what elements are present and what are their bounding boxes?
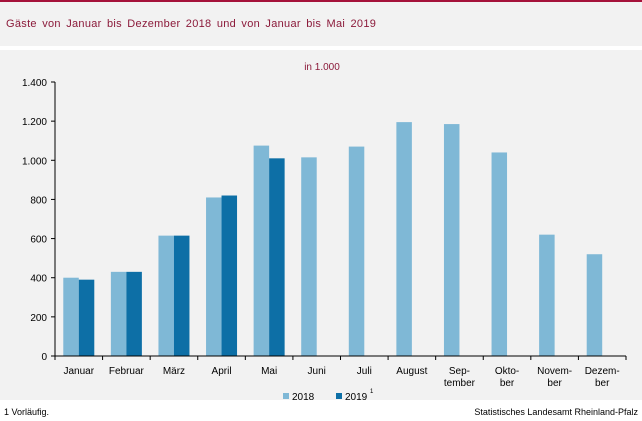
bar-2019 bbox=[269, 158, 285, 356]
bar-2019 bbox=[78, 279, 95, 356]
y-axis: 0 200 400 600 800 1.000 1.200 1.400 bbox=[22, 78, 56, 363]
y-tick-label: 600 bbox=[30, 235, 47, 246]
x-tick-label: Februar bbox=[109, 366, 145, 377]
legend: 2018 2019 1 bbox=[283, 389, 374, 403]
bar-2019 bbox=[221, 195, 238, 356]
x-tick-label: Novem- bbox=[537, 366, 572, 377]
y-tick-label: 1.200 bbox=[22, 117, 47, 128]
x-tick-label: März bbox=[163, 366, 185, 377]
y-tick-label: 200 bbox=[30, 313, 47, 324]
x-tick-label: Januar bbox=[64, 366, 95, 377]
bar-2018 bbox=[539, 234, 555, 356]
y-tick-label: 800 bbox=[30, 195, 47, 206]
x-tick-label: Juni bbox=[308, 366, 326, 377]
bar-2018 bbox=[63, 277, 79, 356]
source-credit: Statistisches Landesamt Rheinland-Pfalz bbox=[474, 407, 638, 417]
y-tick-label: 1.400 bbox=[22, 78, 47, 89]
legend-swatch bbox=[336, 393, 342, 399]
bar-2018 bbox=[348, 146, 365, 356]
bar-2018 bbox=[206, 197, 222, 356]
legend-footnote-mark: 1 bbox=[370, 389, 374, 395]
x-tick-label: April bbox=[212, 366, 232, 377]
chart-subtitle: in 1.000 bbox=[304, 62, 340, 73]
x-tick-label: Okto- bbox=[495, 366, 519, 377]
bar-2018 bbox=[491, 152, 508, 356]
bar-2018 bbox=[110, 271, 127, 356]
bar-2018 bbox=[396, 122, 412, 356]
legend-label: 2019 bbox=[345, 392, 368, 403]
bar-2018 bbox=[301, 157, 317, 356]
x-tick-label: August bbox=[396, 366, 427, 377]
bar-2018 bbox=[253, 145, 270, 356]
footnote: 1 Vorläufig. bbox=[4, 407, 50, 417]
y-tick-label: 400 bbox=[30, 274, 47, 285]
top-accent-rule bbox=[0, 0, 642, 2]
x-tick-label: Sep- bbox=[449, 366, 470, 377]
chart-panel bbox=[0, 50, 642, 400]
x-tick-label: ber bbox=[595, 378, 610, 389]
legend-label: 2018 bbox=[292, 392, 315, 403]
x-tick-label: ber bbox=[547, 378, 562, 389]
y-tick-label: 0 bbox=[41, 352, 47, 363]
x-tick-label: Mai bbox=[261, 366, 277, 377]
x-tick-label: Juli bbox=[357, 366, 372, 377]
legend-swatch bbox=[283, 393, 289, 399]
bars bbox=[63, 122, 603, 356]
bar-2018 bbox=[586, 254, 603, 356]
bar-2019 bbox=[126, 271, 142, 356]
title-bar: Gäste von Januar bis Dezember 2018 und v… bbox=[0, 2, 642, 46]
chart-title: Gäste von Januar bis Dezember 2018 und v… bbox=[6, 18, 377, 30]
bar-2018 bbox=[443, 124, 460, 356]
x-tick-label: ber bbox=[500, 378, 515, 389]
bar-2019 bbox=[173, 235, 190, 356]
x-axis: Januar Februar März April Mai Juni Juli August S… bbox=[54, 355, 627, 389]
x-tick-label: tember bbox=[444, 378, 476, 389]
bar-2018 bbox=[158, 235, 174, 356]
x-tick-label: Dezem- bbox=[585, 366, 620, 377]
y-tick-label: 1.000 bbox=[22, 156, 47, 167]
